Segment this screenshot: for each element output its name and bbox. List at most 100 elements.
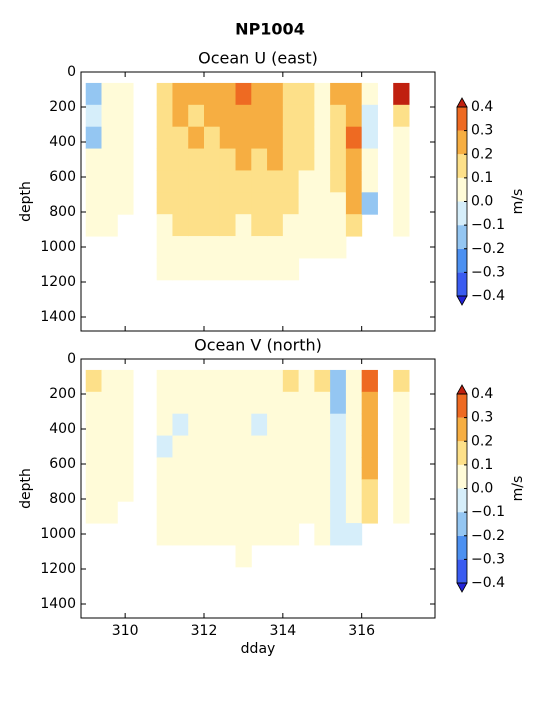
field-cell: [203, 369, 221, 393]
field-cell: [101, 104, 118, 128]
field-cell: [298, 192, 315, 215]
field-cell: [267, 192, 284, 215]
field-cell: [345, 523, 363, 546]
field-cell: [393, 435, 410, 458]
field-cell: [267, 257, 284, 281]
field-cell: [345, 192, 363, 215]
field-cell: [156, 148, 173, 171]
field-cell: [203, 126, 221, 150]
colorbar-segment: [457, 272, 467, 296]
field-cell: [219, 148, 237, 171]
field-cell: [393, 170, 410, 193]
colorbar-segment: [457, 201, 467, 226]
y-tick-label: 200: [49, 99, 76, 115]
field-cell: [156, 170, 173, 193]
field-cell: [298, 236, 315, 259]
field-cell: [345, 170, 363, 193]
field-cell: [188, 192, 205, 215]
y-tick-label: 200: [49, 386, 76, 402]
colorbar-tick-label: 0.4: [471, 386, 493, 402]
field-cell: [267, 435, 284, 458]
field-cell: [101, 148, 118, 171]
field-cell: [188, 457, 205, 480]
field-cell: [314, 214, 331, 237]
field-cell: [203, 479, 221, 502]
field-cell: [282, 192, 300, 215]
field-cell: [314, 104, 331, 128]
field-cell: [156, 214, 173, 237]
field-cell: [393, 479, 410, 502]
field-cell: [330, 170, 347, 193]
field-cell: [188, 82, 205, 106]
field-cell: [117, 457, 134, 480]
field-cell: [267, 369, 284, 393]
field-cell: [251, 479, 268, 502]
colorbar-tick-label: 0.2: [471, 433, 493, 449]
field-cell: [235, 435, 252, 458]
field-cell: [345, 457, 363, 480]
field-cell: [188, 148, 205, 171]
field-cell: [85, 435, 102, 458]
field-cell: [330, 82, 347, 106]
field-cell: [219, 435, 237, 458]
field-cell: [345, 104, 363, 128]
x-axis-label: dday: [241, 641, 276, 657]
field-cell: [314, 236, 331, 259]
field-cell: [393, 192, 410, 215]
field-cell: [314, 413, 331, 437]
field-cell: [314, 523, 331, 546]
field-cell: [251, 214, 268, 237]
field-cell: [345, 501, 363, 524]
field-cell: [251, 257, 268, 281]
field-cell: [251, 435, 268, 458]
field-cell: [156, 523, 173, 546]
field-cell: [85, 82, 102, 106]
field-cell: [267, 523, 284, 546]
field-cell: [235, 457, 252, 480]
field-cell: [117, 391, 134, 415]
field-cell: [117, 104, 134, 128]
field-cell: [188, 170, 205, 193]
field-cell: [203, 523, 221, 546]
field-cell: [203, 391, 221, 415]
colorbar-tick-label: 0.2: [471, 146, 493, 162]
field-cell: [282, 523, 300, 546]
field-cell: [298, 126, 315, 150]
field-cell: [282, 501, 300, 524]
field-cell: [188, 257, 205, 281]
field-cell: [282, 369, 300, 393]
field-cell: [330, 413, 347, 437]
field-cell: [251, 457, 268, 480]
field-cell: [251, 104, 268, 128]
field-cell: [203, 435, 221, 458]
field-cell: [117, 126, 134, 150]
field-cell: [219, 170, 237, 193]
y-tick-label: 1000: [40, 239, 76, 255]
field-cell: [361, 369, 378, 393]
x-tick-label: 312: [191, 623, 218, 639]
field-cell: [298, 391, 315, 415]
field-cell: [267, 457, 284, 480]
field-cell: [251, 82, 268, 106]
y-tick-label: 400: [49, 421, 76, 437]
field-cell: [117, 192, 134, 215]
field-cell: [85, 413, 102, 437]
field-cell: [203, 214, 221, 237]
field-cell: [267, 214, 284, 237]
field-cell: [188, 236, 205, 259]
field-cell: [219, 236, 237, 259]
field-cell: [219, 457, 237, 480]
field-cell: [393, 369, 410, 393]
field-cell: [172, 457, 189, 480]
field-cell: [361, 126, 378, 150]
field-cell: [393, 82, 410, 106]
field-cell: [219, 523, 237, 546]
field-cell: [219, 479, 237, 502]
field-cell: [361, 435, 378, 458]
field-cell: [345, 82, 363, 106]
colorbar-tick-label: 0.1: [471, 170, 493, 186]
field-cell: [361, 104, 378, 128]
panel-title: Ocean V (north): [194, 336, 322, 355]
colorbar-tick-label: 0.4: [471, 99, 493, 115]
